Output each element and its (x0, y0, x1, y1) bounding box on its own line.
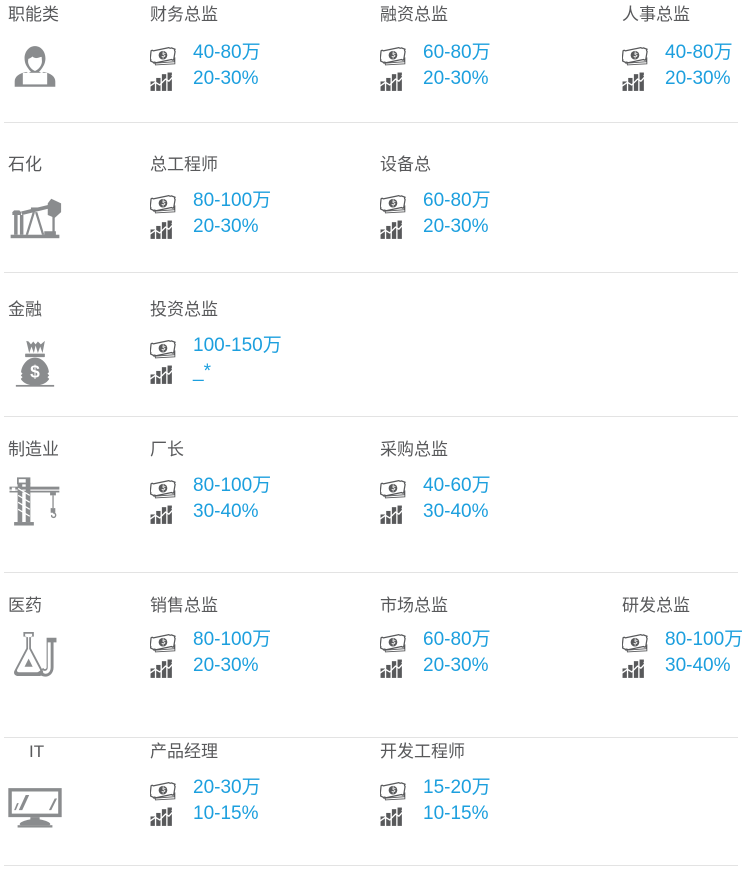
svg-text:$: $ (30, 361, 40, 381)
